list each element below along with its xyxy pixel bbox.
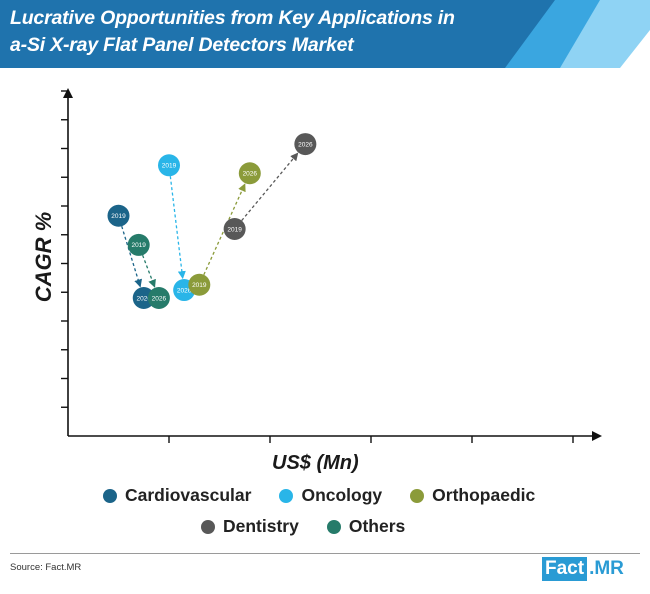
legend-swatch-cardiovascular [103,488,117,503]
legend-label-others: Others [348,516,406,536]
data-point-dentistry-2026 [294,133,317,156]
data-point-orthopaedic-2026 [238,162,261,185]
data-point-cardiovascular-2019 [107,204,130,227]
legend-row-1: Cardiovascular Oncology Orthopaedic [103,485,535,506]
data-label-oncology-2019: 2019 [162,163,177,170]
data-point-dentistry-2019 [223,218,246,240]
legend-label-dentistry: Dentistry [223,516,299,536]
data-label-orthopaedic-2026: 2026 [243,171,258,178]
data-label-dentistry-2019: 2019 [227,226,242,233]
factmr-logo: Fact .MR [542,557,624,581]
data-point-oncology-2019 [158,154,180,177]
data-point-others-2026 [147,287,170,309]
data-label-oncology-2026: 2026 [177,287,192,294]
trend-arrow-others [142,254,156,288]
legend-row-2: Dentistry Others [201,516,405,537]
legend-swatch-others [326,519,341,534]
data-label-cardiovascular-2026: 2026 [137,295,152,302]
trend-arrow-dentistry [241,152,299,221]
title-banner-background [0,0,650,68]
logo-fact: Fact [542,557,588,581]
data-label-dentistry-2026: 2026 [298,141,313,148]
legend-label-oncology: Oncology [301,485,383,505]
data-label-orthopaedic-2019: 2019 [192,282,207,289]
legend-item-oncology[interactable]: Oncology [279,485,382,506]
title-banner: Lucrative Opportunities from Key Applica… [0,0,650,68]
footer-divider [10,553,640,554]
logo-mr: .MR [589,558,624,579]
data-label-cardiovascular-2019: 2019 [111,213,126,220]
legend-label-cardiovascular: Cardiovascular [125,485,252,505]
legend-swatch-oncology [279,488,294,503]
data-point-orthopaedic-2019 [188,273,211,296]
chart-axes [61,88,602,443]
legend-swatch-orthopaedic [410,488,425,503]
legend-item-orthopaedic[interactable]: Orthopaedic [410,485,535,506]
x-axis-label: US$ (Mn) [272,452,359,474]
y-axis-label: CAGR % [31,211,56,303]
chart-title-line-2: a-Si X-ray Flat Panel Detectors Market [10,34,354,56]
data-label-others-2019: 2019 [131,242,146,249]
legend-label-orthopaedic: Orthopaedic [432,485,536,505]
data-point-cardiovascular-2026 [132,287,155,309]
data-label-others-2026: 2026 [152,295,167,302]
data-point-others-2019 [127,233,150,256]
legend-item-cardiovascular[interactable]: Cardiovascular [103,485,251,506]
legend-item-dentistry[interactable]: Dentistry [201,516,299,537]
trend-arrows [121,152,299,288]
legend-item-others[interactable]: Others [326,516,406,537]
legend-swatch-dentistry [201,519,215,534]
chart-title-line-1: Lucrative Opportunities from Key Applica… [10,7,455,29]
trend-arrow-oncology [169,176,186,280]
source-note: Source: Fact.MR [10,562,82,573]
